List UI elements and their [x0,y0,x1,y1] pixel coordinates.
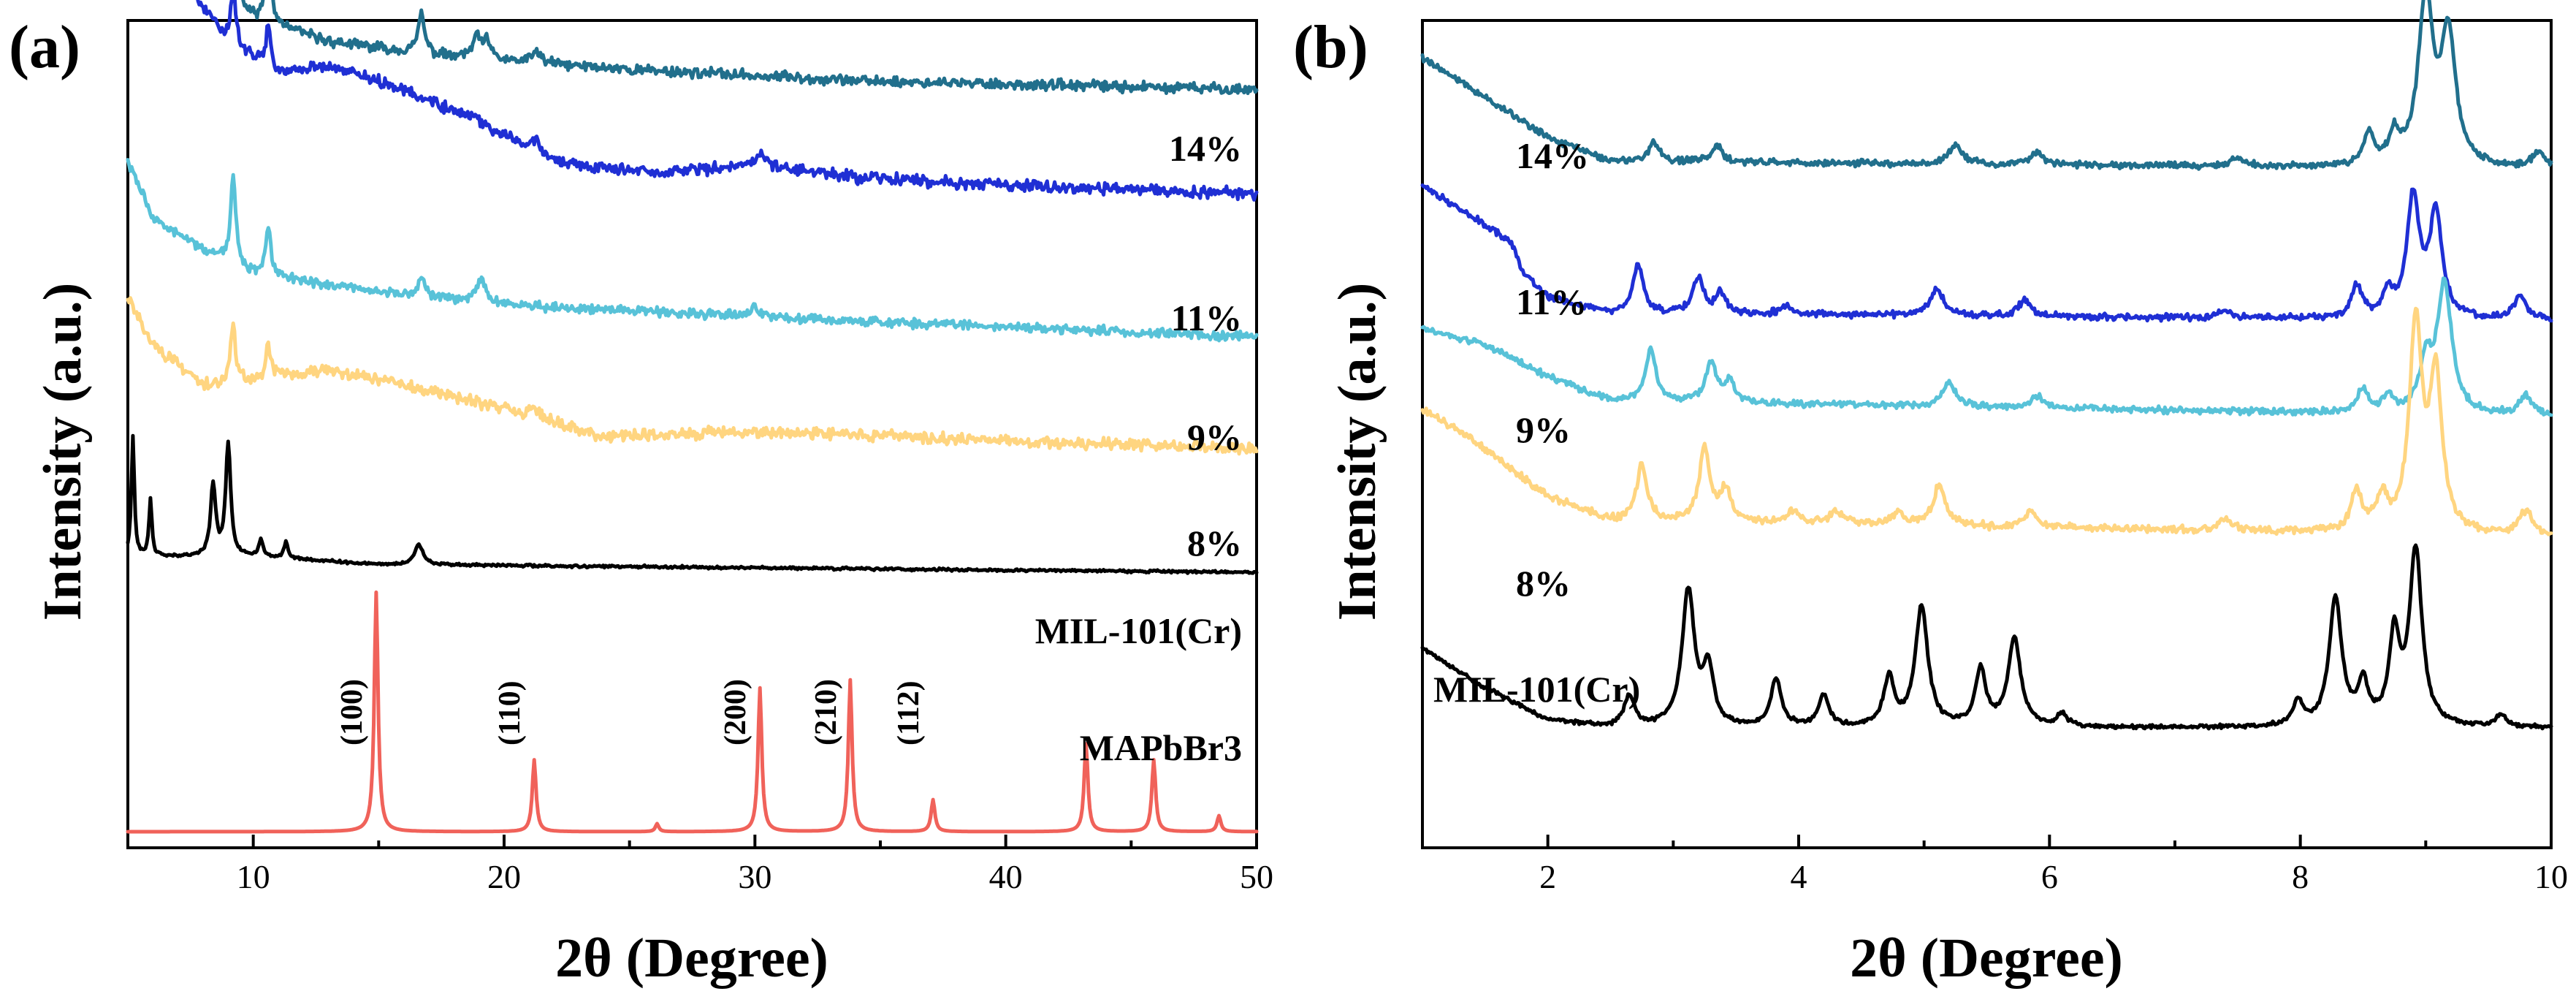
xtick-label: 10 [2534,858,2568,895]
label-b-mil101: MIL-101(Cr) [1433,669,1640,710]
series-a-9- [126,158,1259,343]
series-b-9- [1420,276,2553,417]
panel-a-label: (a) [9,13,80,81]
xtick-label: 8 [2292,858,2309,895]
xtick-label: 6 [2041,858,2058,895]
panel-a-frame [126,19,1258,849]
label-b-14pct: 14% [1516,135,1589,176]
label-a-mil101: MIL-101(Cr) [1035,610,1242,651]
panel-b: (b) Intensity (a.u.) 2 4 6 8 10 2θ (Degree) … [1293,0,2568,989]
label-b-9pct: 9% [1516,409,1571,450]
panel-b-series [1420,0,2553,731]
xtick-label: 50 [1240,858,1273,895]
xtick-label: 10 [237,858,270,895]
series-a-11- [196,0,1259,202]
hkl-label: (112) [892,680,926,745]
label-a-14pct: 14% [1169,128,1242,169]
hkl-label: (100) [335,679,369,745]
series-b-mil-101-cr- [1420,543,2553,731]
panel-b-xticks: 2 4 6 8 10 [1421,835,2568,895]
series-b-14- [1420,0,2553,171]
series-a-mapbbr3 [126,590,1259,834]
panel-a-xlabel: 2θ (Degree) [555,927,828,989]
hkl-label: (210) [809,679,843,745]
panel-b-xlabel: 2θ (Degree) [1850,927,2123,989]
panel-b-ylabel: Intensity (a.u.) [1327,283,1387,621]
xtick-label: 40 [989,858,1023,895]
label-a-9pct: 9% [1187,417,1242,458]
label-b-8pct: 8% [1516,563,1571,604]
xtick-label: 4 [1791,858,1807,895]
xtick-label: 30 [738,858,771,895]
series-a-14- [241,0,1259,96]
panel-a-series [126,0,1259,834]
series-a-mil-101-cr- [126,433,1259,575]
label-a-8pct: 8% [1187,523,1242,563]
series-a-8- [126,296,1259,456]
panel-a-hkl-labels: (100) (110) (200) (210) (112) [335,679,926,745]
label-a-11pct: 11% [1171,297,1242,338]
hkl-label: (110) [493,680,527,745]
label-a-mapbbr3: MAPbBr3 [1080,727,1242,768]
panel-a-ylabel: Intensity (a.u.) [33,283,93,621]
panel-a: (a) Intensity (a.u.) 10 20 30 40 50 2θ (Degr… [9,0,1273,989]
panel-a-xticks: 10 20 30 40 50 [126,835,1273,895]
hkl-label: (200) [719,679,752,745]
series-b-11- [1420,183,2553,323]
panel-b-frame [1421,19,2553,849]
xtick-label: 2 [1539,858,1556,895]
series-b-8- [1420,306,2553,536]
panel-b-label: (b) [1293,13,1368,81]
xtick-label: 20 [487,858,521,895]
label-b-11pct: 11% [1516,281,1587,322]
